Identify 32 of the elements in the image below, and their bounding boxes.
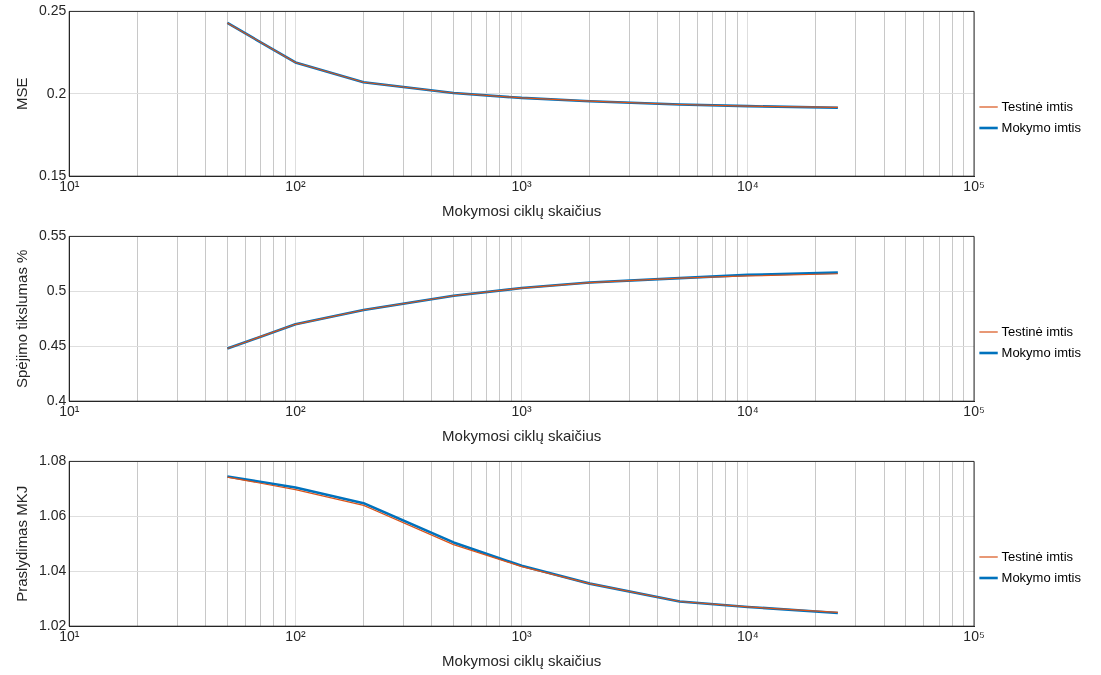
legend-label: Mokymo imtis xyxy=(1001,119,1082,135)
y-tick-label: 0.25 xyxy=(39,2,67,19)
y-tick-label: 0.45 xyxy=(39,337,67,354)
legend-label: Mokymo imtis xyxy=(1001,344,1082,360)
x-tick-label: 10⁵ xyxy=(963,628,985,645)
legend-label: Testinė imtis xyxy=(1001,323,1074,339)
x-tick-label: 10⁵ xyxy=(963,178,985,195)
x-tick-label: 10³ xyxy=(511,628,533,645)
y-tick-label: 0.5 xyxy=(46,282,67,299)
y-axis-title: Spėjimo tikslumas % xyxy=(13,249,31,388)
y-tick-label: 1.08 xyxy=(39,452,67,469)
y-axis-title: Praslydimas MKJ xyxy=(13,485,31,602)
x-axis-title: Mokymosi ciklų skaičius xyxy=(442,652,602,670)
x-tick-label: 10² xyxy=(285,403,306,420)
y-tick-label: 1.06 xyxy=(39,507,67,524)
x-tick-label: 10⁵ xyxy=(963,403,985,420)
x-tick-label: 10⁴ xyxy=(737,628,759,645)
x-tick-label: 10³ xyxy=(511,403,533,420)
y-tick-label: 0.55 xyxy=(39,227,67,244)
x-axis-title: Mokymosi ciklų skaičius xyxy=(442,202,602,220)
x-tick-label: 10⁴ xyxy=(737,178,759,195)
x-tick-label: 10⁴ xyxy=(737,403,759,420)
legend-label: Mokymo imtis xyxy=(1001,569,1082,585)
x-tick-label: 10² xyxy=(285,628,306,645)
y-tick-label: 1.04 xyxy=(39,562,67,579)
x-tick-label: 10³ xyxy=(511,178,533,195)
x-tick-label: 10² xyxy=(285,178,306,195)
y-axis-title: MSE xyxy=(13,77,31,111)
legend-label: Testinė imtis xyxy=(1001,548,1074,564)
x-axis-title: Mokymosi ciklų skaičius xyxy=(442,427,602,445)
y-tick-label: 0.2 xyxy=(46,84,67,101)
legend-label: Testinė imtis xyxy=(1001,98,1074,114)
